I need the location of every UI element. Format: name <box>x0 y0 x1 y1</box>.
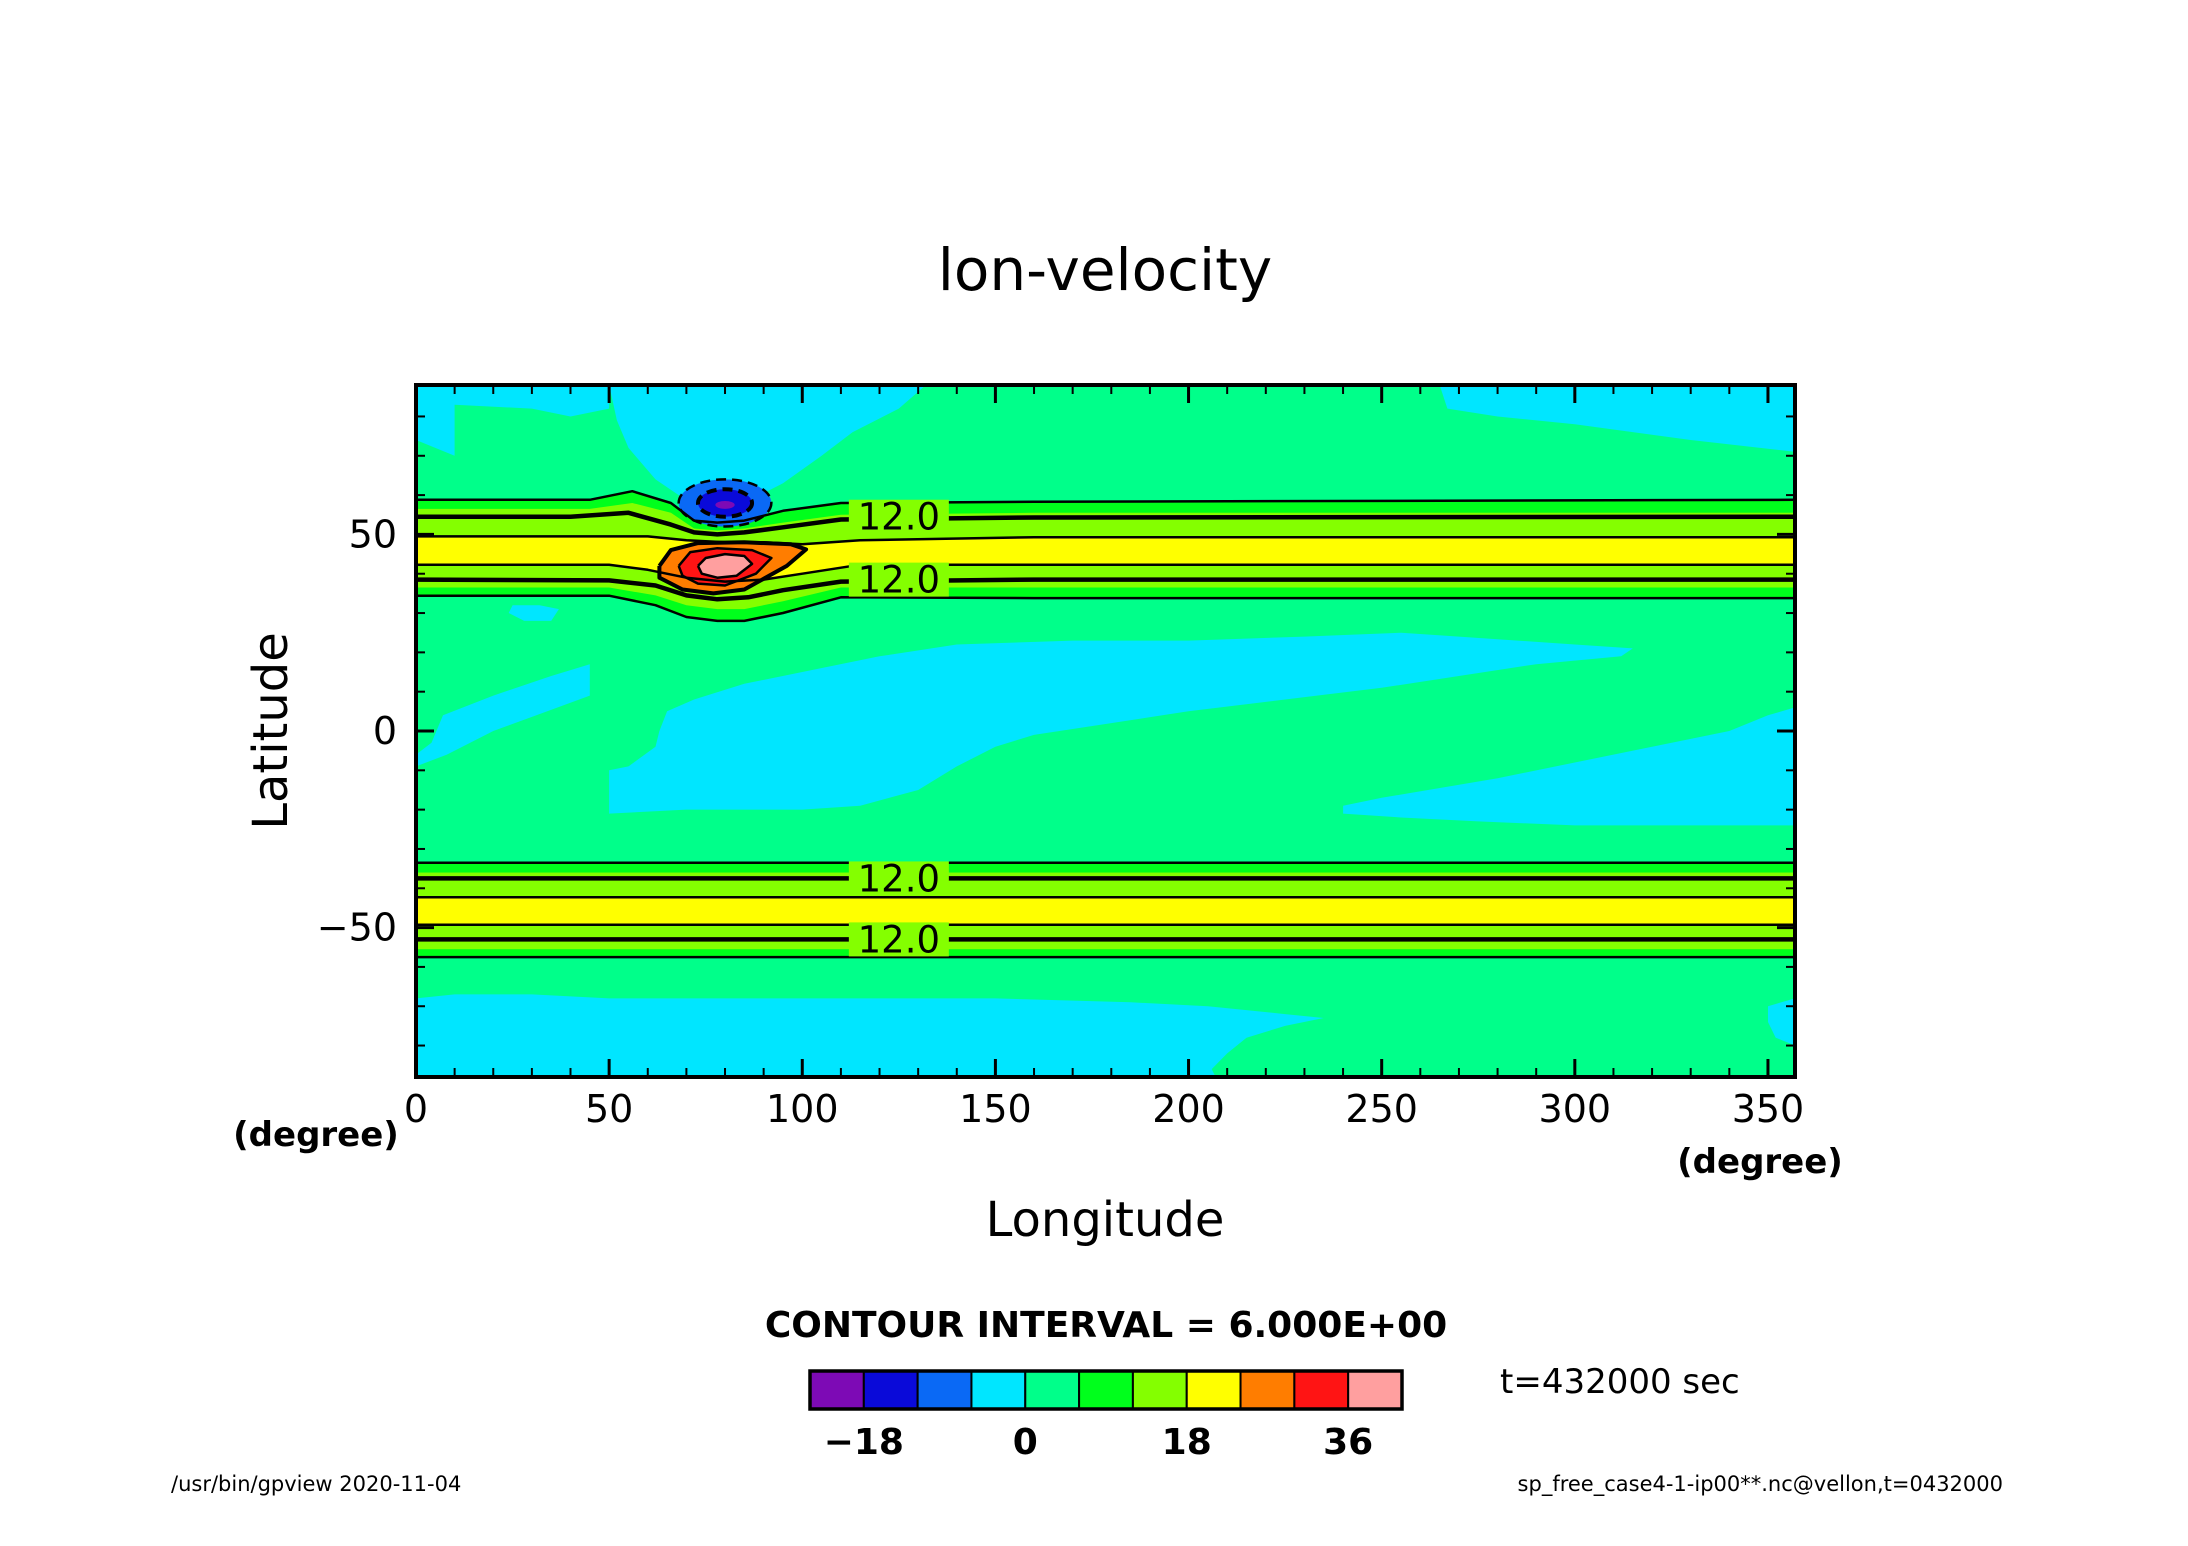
colorbar-swatch <box>970 1370 1027 1410</box>
region-cyan-0 <box>416 385 610 456</box>
x-unit-label: (degree) <box>1677 1142 1843 1182</box>
region-cyan-7 <box>416 994 1324 1077</box>
x-tick-label: 0 <box>404 1087 428 1131</box>
colorbar-swatch <box>1185 1370 1242 1410</box>
time-label: t=432000 sec <box>1500 1362 1740 1402</box>
region-cyan-2 <box>1439 385 1795 452</box>
colorbar-swatch <box>1239 1370 1296 1410</box>
x-tick-label: 150 <box>959 1087 1032 1131</box>
colorbar-tick-label: 0 <box>1013 1422 1038 1463</box>
contour-label-bg <box>848 922 949 957</box>
region-purple-min <box>715 500 735 509</box>
colorbar-frame <box>808 1369 1404 1411</box>
x-tick-label: 350 <box>1732 1087 1805 1131</box>
colorbar-tick-label: 18 <box>1162 1422 1212 1463</box>
contour-label-bg <box>848 861 949 896</box>
colorbar-swatch <box>1131 1370 1188 1410</box>
x-tick-label: 300 <box>1539 1087 1612 1131</box>
contour-label-bg <box>848 562 949 597</box>
contour-label-bg <box>848 499 949 534</box>
colorbar-swatch <box>916 1370 973 1410</box>
footer-right: sp_free_case4-1-ip00**.nc@vellon,t=04320… <box>1518 1472 2003 1497</box>
colorbar-swatch <box>1347 1370 1403 1410</box>
colorbar-tick-label: −18 <box>824 1422 904 1463</box>
region-cyan-3 <box>416 664 590 767</box>
region-cyan-4 <box>508 605 559 621</box>
contour-label: 12.0 <box>858 857 940 900</box>
colorbar-swatch <box>1293 1370 1350 1410</box>
contour-line-max-24 <box>657 540 809 596</box>
colorbar-swatch <box>862 1370 919 1410</box>
y-unit-label: (degree) <box>233 1115 399 1155</box>
field-background <box>416 385 1795 1077</box>
y-tick-label: 0 <box>373 709 397 753</box>
x-axis-label: Longitude <box>986 1192 1225 1248</box>
x-tick-label: 250 <box>1345 1087 1418 1131</box>
y-tick-label: 50 <box>349 512 397 556</box>
region-pink-max <box>698 554 753 578</box>
x-tick-label: 200 <box>1152 1087 1225 1131</box>
x-tick-label: 100 <box>766 1087 839 1131</box>
chart-title: lon-velocity <box>938 236 1272 304</box>
colorbar-swatch <box>1024 1370 1081 1410</box>
band-yellow-south <box>416 897 1795 925</box>
colorbar-tick-label: 36 <box>1323 1422 1373 1463</box>
plot-area <box>416 385 1795 1077</box>
colorbar <box>808 1369 1404 1411</box>
contour-label: 12.0 <box>858 918 940 961</box>
x-axis-ticks: 0 50 100 150 200 250 300 350 <box>404 385 1804 1131</box>
colorbar-swatch <box>809 1370 865 1410</box>
contour-interval-label: CONTOUR INTERVAL = 6.000E+00 <box>765 1305 1447 1346</box>
contour-label: 12.0 <box>858 559 940 602</box>
contour-labels: 12.0 12.0 12.0 12.0 <box>848 496 949 961</box>
contour-line-min-neg12 <box>695 487 755 519</box>
y-axis-label: Latitude <box>243 632 299 830</box>
contour-line-north-6b <box>416 594 1795 623</box>
y-tick-label: −50 <box>317 906 397 950</box>
colorbar-swatch <box>1078 1370 1134 1410</box>
region-cyan-8 <box>1768 998 1795 1046</box>
contour-line-max-36 <box>696 552 754 579</box>
contour-label: 12.0 <box>858 496 940 539</box>
x-tick-label: 50 <box>585 1087 633 1131</box>
footer-left: /usr/bin/gpview 2020-11-04 <box>171 1472 461 1496</box>
contour-line-min-neg6 <box>677 478 773 528</box>
region-cyan-5 <box>609 632 1633 814</box>
region-cyan-6 <box>1343 707 1795 826</box>
colorbar-tick-labels: −18 0 18 36 <box>824 1422 1374 1463</box>
y-axis-ticks: 50 0 −50 <box>317 415 1795 1047</box>
region-cyan-1 <box>609 385 926 503</box>
contour-line-max-30 <box>677 546 773 587</box>
